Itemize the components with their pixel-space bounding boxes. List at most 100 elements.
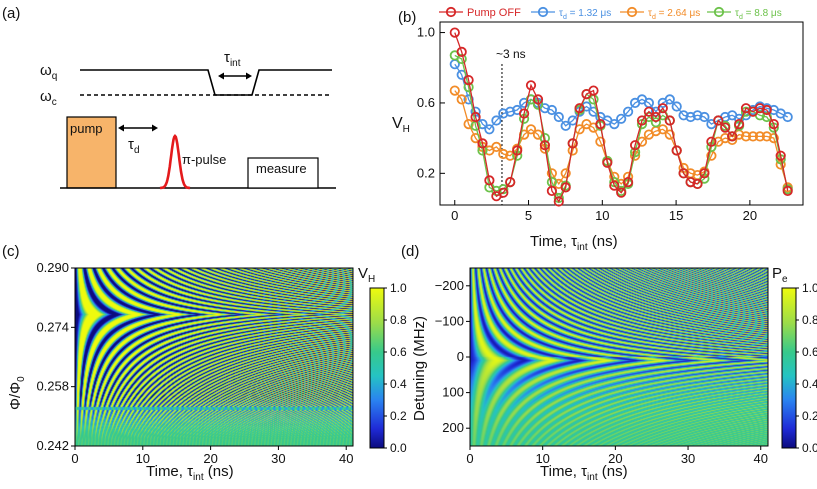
colorbar-label: VH [358, 265, 375, 285]
data-point [505, 177, 516, 188]
heatmap [75, 268, 353, 446]
data-point [518, 108, 530, 119]
data-point [622, 177, 634, 188]
heatmap-axes: 0 10 20 30 40 −200 −100 0 100 200 0.0 0.2 0.4 0.6 0.8 1… [435, 267, 817, 466]
colorbar-tick-label: 0.0 [390, 441, 407, 455]
data-point [720, 122, 731, 133]
data-point [664, 94, 675, 105]
data-point [484, 124, 495, 135]
data-point [560, 182, 571, 193]
data-point [685, 111, 696, 123]
x-tick-label: 20 [608, 451, 622, 466]
data-point [754, 103, 766, 114]
x-tick-label: 0 [451, 208, 458, 223]
colorbar-tick-label: 0.8 [802, 313, 817, 327]
data-point [532, 94, 544, 105]
legend-label: Pump OFF [467, 7, 521, 19]
data-point [491, 141, 502, 152]
data-point [484, 175, 495, 186]
x-axis-label: Time, τint (ns) [540, 463, 628, 483]
y-axis-label: Φ/Φ0 [7, 376, 27, 410]
colorbar-tick-label: 0.4 [802, 377, 817, 391]
x-axis-label: Time, τint (ns) [146, 463, 234, 483]
x-tick-label: 40 [753, 451, 767, 466]
x-tick-label: 10 [595, 208, 609, 223]
data-point [754, 131, 766, 142]
pi-pulse-label: π-pulse [182, 152, 226, 167]
colorbar [369, 287, 385, 449]
y-tick-label: −100 [435, 313, 464, 328]
colorbar-tick-label: 0.2 [390, 409, 407, 423]
data-point [616, 113, 627, 124]
data-point [525, 124, 537, 135]
data-point [740, 131, 752, 142]
series-line [454, 32, 789, 203]
data-point [525, 94, 537, 105]
data-point [449, 85, 460, 96]
data-point [664, 129, 675, 140]
plot-frame [439, 21, 804, 206]
heatmap-image [470, 268, 768, 446]
data-point [629, 140, 641, 151]
legend-label: τd = 8.8 μs [735, 8, 782, 21]
data-point [609, 180, 620, 191]
panel-c: (c) 0 10 20 30 400.2420.2580.2740.2900.00.20… [2, 243, 407, 483]
data-point [525, 80, 537, 91]
data-point [456, 53, 467, 65]
tau-d-label: τd [128, 136, 140, 156]
panel-label-d: (d) [401, 243, 419, 260]
y-tick-label: −200 [435, 278, 464, 293]
data-point [650, 111, 662, 123]
legend-swatch-marker [537, 6, 549, 18]
data-point [477, 119, 488, 130]
colorbar-tick-label: 0.6 [390, 345, 407, 359]
data-point [727, 131, 738, 142]
data-point [470, 111, 481, 123]
data-point [595, 119, 606, 130]
x-axis-label: Time, τint (ns) [530, 233, 618, 253]
data-point [692, 178, 703, 189]
panel-a: (a) ωq ωc τint pump τd π-pulse measure [2, 5, 336, 190]
panel-label-a: (a) [2, 5, 20, 22]
x-tick-label: 0 [71, 451, 78, 466]
tau-int-label: τint [224, 49, 241, 69]
data-point [588, 85, 599, 96]
x-tick-label: 5 [525, 208, 532, 223]
data-point [706, 136, 717, 147]
data-point [602, 157, 613, 168]
data-point [595, 136, 606, 147]
measure-box [247, 157, 319, 189]
y-tick-label: 0.2 [417, 165, 435, 180]
y-axis-label: Detuning (MHz) [411, 316, 428, 421]
y-tick-label: 200 [442, 420, 464, 435]
data-point [456, 46, 467, 58]
omega-c-label: ωc [40, 88, 57, 108]
y-tick-label: 0.6 [417, 95, 435, 110]
data-point [747, 131, 759, 142]
pi-pulse-shape [159, 133, 191, 190]
legend-label: τd = 2.64 μs [648, 8, 700, 21]
data-point [609, 119, 620, 130]
colorbar-tick-label: 0.2 [802, 409, 817, 423]
data-point [553, 111, 564, 123]
measure-label: measure [256, 161, 307, 176]
panel-b: (b) Pump OFF τd = 1.32 μs τd = 2.64 μs τd =… [392, 6, 804, 253]
data-point [685, 177, 696, 188]
data-point [622, 106, 634, 117]
colorbar-tick-label: 1.0 [802, 281, 817, 295]
data-point [574, 103, 585, 114]
line-chart: 0 5 10 15 20 0.2 0.6 1.0 ~3 ns [417, 21, 804, 223]
data-point [782, 111, 793, 123]
plot-frame [74, 267, 354, 447]
data-point [560, 120, 571, 131]
panel-d: (d) 0 10 20 30 40 −200 −100 0 100 200 0.0 0.2 0.4 0.6… [401, 243, 817, 483]
data-point [456, 94, 467, 105]
data-point [699, 168, 710, 179]
data-point [539, 140, 551, 151]
pump-pulse-box [66, 116, 117, 189]
annotation-text: ~3 ns [496, 47, 526, 61]
colorbar-tick-label: 0.8 [390, 313, 407, 327]
data-point [636, 115, 648, 126]
x-tick-label: 10 [136, 451, 150, 466]
colorbar-label: Pe [772, 265, 788, 285]
